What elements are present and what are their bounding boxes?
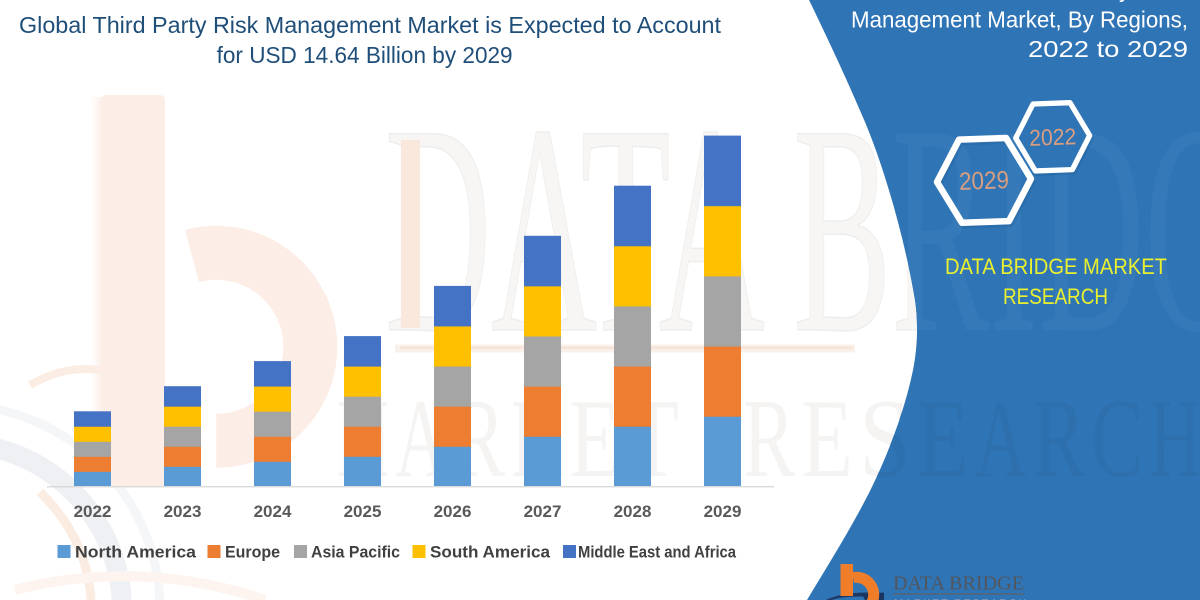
svg-text:2023: 2023: [164, 502, 202, 521]
svg-text:E: E: [801, 377, 853, 501]
svg-text:MARKET RESEARCH: MARKET RESEARCH: [894, 598, 1028, 600]
svg-text:2022 to 2029: 2022 to 2029: [1028, 36, 1188, 62]
svg-text:DATA BRIDGE MARKET: DATA BRIDGE MARKET: [945, 254, 1167, 279]
svg-text:2025: 2025: [344, 502, 382, 521]
svg-text:2022: 2022: [74, 502, 112, 521]
svg-text:Global Third Party Risk Manage: Global Third Party Risk Management Marke…: [19, 12, 721, 38]
svg-text:2024: 2024: [254, 502, 292, 521]
svg-text:R: R: [1033, 377, 1085, 501]
svg-text:Global Third Party Risk,: Global Third Party Risk,: [946, 0, 1188, 2]
svg-text:RESEARCH: RESEARCH: [1003, 284, 1108, 309]
svg-text:A: A: [975, 377, 1027, 501]
svg-text:2029: 2029: [959, 166, 1010, 196]
svg-text:2029: 2029: [704, 502, 742, 521]
svg-text:DATA BRIDGE: DATA BRIDGE: [893, 572, 1024, 594]
svg-text:2028: 2028: [614, 502, 652, 521]
svg-text:Europe: Europe: [225, 543, 280, 562]
svg-text:Middle East and Africa: Middle East and Africa: [578, 543, 736, 562]
svg-text:Management Market, By Regions,: Management Market, By Regions,: [851, 7, 1188, 33]
svg-text:2027: 2027: [524, 502, 562, 521]
svg-text:South America: South America: [430, 543, 551, 562]
svg-text:2022: 2022: [1029, 123, 1077, 151]
svg-text:R: R: [743, 377, 795, 501]
svg-text:North America: North America: [75, 543, 197, 562]
svg-text:2026: 2026: [434, 502, 472, 521]
svg-text:E: E: [569, 377, 621, 501]
svg-text:C: C: [1091, 377, 1143, 501]
svg-text:Asia Pacific: Asia Pacific: [311, 543, 400, 562]
svg-text:for USD 14.64 Billion by 2029: for USD 14.64 Billion by 2029: [217, 42, 513, 68]
svg-text:E: E: [917, 377, 969, 501]
svg-text:H: H: [1149, 377, 1200, 501]
